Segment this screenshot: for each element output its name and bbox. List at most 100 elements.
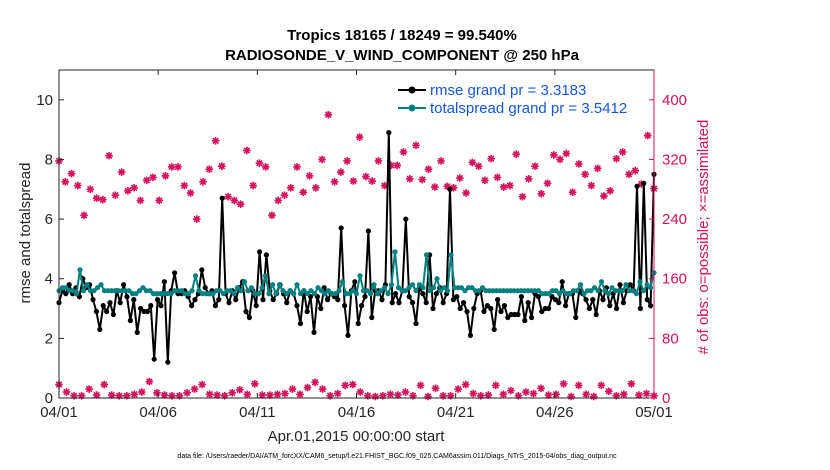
obs-assimilated-marker: [355, 133, 364, 141]
obs-assimilated-marker-core: [188, 190, 193, 196]
obs-low-marker: [311, 378, 319, 387]
obs-low-marker-core: [320, 386, 325, 392]
spread-point: [234, 285, 241, 291]
spread-point: [273, 291, 279, 297]
obs-assimilated-marker: [418, 175, 427, 184]
obs-low-marker: [198, 380, 206, 389]
rmse-point: [192, 297, 198, 303]
spread-point: [406, 285, 412, 291]
obs-assimilated-marker-core: [457, 175, 463, 181]
spread-point: [290, 291, 297, 297]
obs-low-marker-core: [177, 393, 182, 398]
obs-assimilated-marker: [218, 162, 226, 170]
obs-low-marker-core: [71, 393, 77, 398]
obs-assimilated-marker: [111, 191, 120, 200]
obs-low-marker: [574, 381, 583, 390]
rmse-point: [199, 267, 205, 273]
obs-assimilated-marker-core: [119, 169, 124, 175]
spread-point: [392, 249, 398, 255]
obs-assimilated-marker: [318, 155, 326, 164]
y-tick-label-left: 4: [45, 271, 53, 288]
obs-low-marker: [589, 392, 598, 401]
obs-low-marker-core: [79, 393, 84, 398]
spread-point: [332, 291, 339, 297]
obs-assimilated-marker: [136, 196, 145, 205]
spread-point: [588, 288, 594, 294]
y-axis-label-left: rmse and totalspread: [17, 163, 34, 304]
rmse-point: [518, 294, 525, 300]
rmse-point: [117, 300, 123, 306]
obs-low-marker: [258, 391, 267, 399]
obs-assimilated-marker-core: [407, 176, 412, 182]
y-tick-label-right: 400: [662, 92, 687, 109]
obs-assimilated-marker: [186, 189, 195, 197]
obs-low-marker: [507, 386, 515, 395]
rmse-point: [447, 186, 453, 192]
obs-assimilated-marker: [512, 150, 521, 159]
spread-point: [350, 288, 356, 294]
obs-low-marker: [138, 388, 146, 396]
obs-low-marker: [273, 390, 282, 399]
rmse-point: [471, 305, 477, 312]
obs-low-marker: [251, 380, 259, 388]
obs-low-marker-core: [365, 393, 370, 398]
spread-point: [637, 279, 643, 285]
obs-assimilated-marker-core: [595, 166, 600, 171]
rmse-point: [257, 249, 263, 255]
spread-point: [91, 288, 97, 294]
obs-low-marker-core: [478, 393, 483, 398]
obs-assimilated-marker: [324, 110, 333, 119]
obs-assimilated-marker: [643, 131, 652, 140]
obs-assimilated-marker: [487, 154, 495, 163]
obs-assimilated-marker: [180, 181, 189, 190]
obs-assimilated-marker-core: [614, 156, 619, 161]
rmse-point: [535, 294, 542, 300]
chart-title-line-2: RADIOSONDE_V_WIND_COMPONENT @ 250 hPa: [225, 47, 580, 64]
obs-low-marker: [642, 389, 651, 398]
rmse-point: [172, 270, 178, 276]
rmse-point: [325, 297, 331, 303]
obs-assimilated-marker: [142, 176, 151, 185]
rmse-point: [607, 303, 613, 309]
obs-assimilated-marker-core: [194, 216, 199, 222]
obs-assimilated-marker: [562, 149, 571, 158]
plot-area: [59, 70, 654, 398]
obs-low-marker: [605, 387, 613, 396]
rmse-point: [365, 228, 371, 234]
obs-assimilated-marker-core: [163, 173, 168, 179]
rmse-point: [216, 297, 222, 303]
obs-low-marker: [100, 380, 108, 389]
spread-point: [301, 288, 307, 294]
obs-assimilated-marker: [600, 192, 608, 200]
rmse-point: [559, 279, 565, 285]
rmse-point: [450, 297, 456, 303]
obs-assimilated-marker-core: [545, 181, 550, 186]
obs-low-marker-core: [606, 389, 612, 394]
y-tick-label-right: 80: [662, 330, 679, 347]
obs-assimilated-marker: [124, 186, 132, 195]
obs-assimilated-marker: [311, 183, 320, 192]
obs-assimilated-marker-core: [106, 153, 112, 158]
spread-point: [147, 288, 153, 294]
x-tick-label: 04/06: [139, 404, 177, 421]
obs-assimilated-marker: [299, 188, 308, 197]
obs-low-marker: [552, 390, 560, 399]
plot-background: [59, 70, 654, 398]
obs-assimilated-marker-core: [620, 149, 625, 155]
obs-assimilated-marker-core: [232, 198, 237, 203]
obs-low-marker: [333, 389, 342, 398]
obs-low-marker-core: [380, 393, 386, 398]
obs-assimilated-marker-core: [157, 198, 162, 203]
rmse-point: [297, 320, 303, 327]
rmse-point: [110, 311, 116, 318]
rmse-point: [573, 314, 579, 321]
x-tick-label: 05/01: [635, 404, 673, 421]
spread-point: [283, 291, 290, 297]
spread-point: [367, 291, 374, 297]
obs-assimilated-marker: [174, 163, 182, 171]
obs-assimilated-marker-core: [288, 185, 293, 190]
spread-point: [595, 288, 601, 294]
obs-assimilated-marker-core: [75, 183, 80, 188]
obs-low-marker: [371, 392, 380, 401]
obs-low-marker: [341, 381, 350, 390]
